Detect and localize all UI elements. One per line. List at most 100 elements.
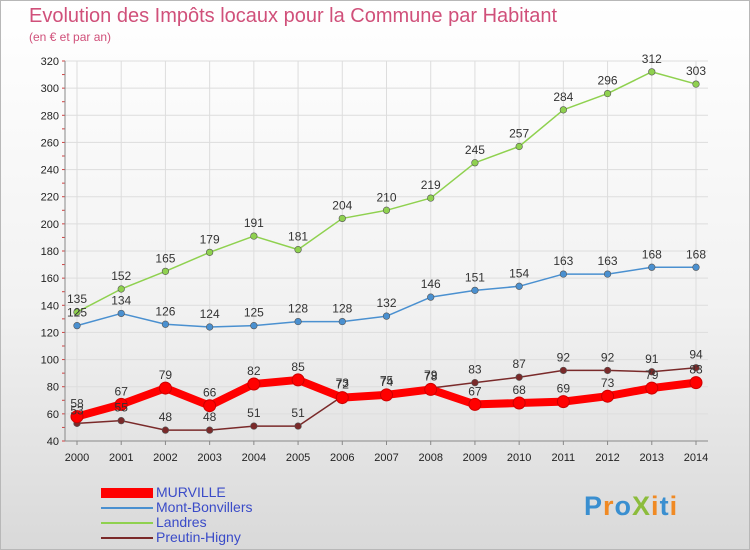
data-label-mont-bonvillers: 125 [67,306,87,320]
data-label-murville: 79 [645,368,659,382]
data-label-mont-bonvillers: 151 [465,270,485,284]
y-tick-label: 160 [41,273,59,285]
data-label-preutin-higny: 94 [689,348,703,362]
data-label-landres: 210 [376,190,396,204]
data-point-landres [161,267,170,275]
data-label-mont-bonvillers: 154 [509,266,529,280]
data-label-preutin-higny: 92 [557,350,571,364]
data-point-landres [382,206,391,214]
data-point-mont-bonvillers [382,312,391,320]
legend-swatch-murville [101,488,153,498]
data-label-preutin-higny: 51 [291,406,305,420]
data-label-landres: 245 [465,143,485,157]
data-point-preutin-higny [692,364,700,372]
data-point-mont-bonvillers [73,322,81,330]
data-point-landres [250,232,258,240]
data-point-landres [427,194,435,202]
data-point-murville [645,381,659,395]
legend-swatch-preutin-higny [101,537,153,539]
proxiti-logo: ProXiti [584,491,679,521]
data-label-landres: 179 [200,232,220,246]
data-label-landres: 191 [244,216,264,230]
data-label-mont-bonvillers: 134 [111,293,131,307]
y-tick-label: 60 [47,409,59,421]
x-tick-label: 2004 [242,452,266,464]
chart-title: Evolution des Impôts locaux pour la Comm… [29,5,558,27]
data-label-landres: 284 [553,90,573,104]
y-tick-label: 240 [41,165,59,177]
data-label-murville: 58 [70,397,84,411]
y-tick-label: 280 [41,110,59,122]
data-point-landres [515,142,523,151]
data-label-mont-bonvillers: 128 [288,302,308,316]
data-label-murville: 73 [601,376,615,390]
data-point-preutin-higny [515,373,523,381]
legend-label-preutin-higny: Preutin-Higny [156,529,241,545]
data-point-murville [70,410,84,424]
data-point-mont-bonvillers [692,263,700,271]
data-label-murville: 74 [380,375,394,389]
data-label-mont-bonvillers: 146 [421,277,441,291]
data-point-murville [114,397,128,411]
data-label-murville: 67 [115,384,129,398]
x-tick-label: 2012 [595,452,619,464]
x-tick-label: 2013 [640,452,664,464]
x-tick-label: 2011 [552,452,576,464]
data-label-landres: 312 [642,52,662,66]
data-label-mont-bonvillers: 168 [642,247,662,261]
data-label-landres: 204 [332,198,352,212]
data-label-landres: 152 [111,269,131,283]
data-label-landres: 219 [421,178,441,192]
data-label-preutin-higny: 48 [159,410,173,424]
data-label-preutin-higny: 83 [468,363,482,377]
y-tick-label: 180 [41,246,59,258]
x-tick-label: 2008 [418,452,442,464]
data-point-murville [556,395,570,409]
data-point-preutin-higny [471,379,479,387]
data-point-mont-bonvillers [117,309,125,318]
data-label-preutin-higny: 91 [645,352,659,366]
data-point-murville [601,389,615,403]
data-point-murville [424,382,438,396]
data-label-mont-bonvillers: 163 [553,254,573,268]
data-label-murville: 72 [336,378,350,392]
data-label-preutin-higny: 87 [512,357,526,371]
y-tick-label: 80 [47,382,59,394]
y-tick-label: 140 [41,300,59,312]
y-tick-label: 320 [41,56,59,68]
data-point-landres [338,214,346,223]
x-tick-label: 2003 [197,452,221,464]
data-point-mont-bonvillers [294,317,302,326]
data-point-preutin-higny [603,366,612,375]
data-label-mont-bonvillers: 163 [598,254,618,268]
data-point-murville [203,399,217,413]
legend-label-landres: Landres [156,514,207,530]
x-tick-label: 2005 [286,452,310,464]
data-point-mont-bonvillers [338,317,346,326]
data-label-preutin-higny: 75 [380,374,394,388]
x-tick-label: 2010 [507,452,531,464]
data-point-murville [335,391,349,405]
y-tick-label: 40 [47,436,59,448]
data-point-landres [603,89,612,98]
data-label-preutin-higny: 55 [115,401,129,415]
data-point-landres [692,80,700,88]
x-tick-label: 2009 [463,452,487,464]
data-label-preutin-higny: 48 [203,410,217,424]
data-label-murville: 66 [203,386,217,400]
data-point-mont-bonvillers [603,270,612,278]
x-tick-label: 2006 [330,452,354,464]
data-label-preutin-higny: 92 [601,350,615,364]
data-label-murville: 67 [468,384,482,398]
data-label-murville: 85 [291,360,305,374]
x-tick-label: 2002 [153,452,177,464]
y-tick-label: 100 [41,355,59,367]
legend-swatch-landres [101,522,153,524]
legend-label-murville: MURVILLE [156,484,226,500]
data-label-preutin-higny: 51 [247,406,261,420]
data-point-landres [73,308,81,316]
data-point-landres [559,106,567,114]
data-point-preutin-higny [206,426,214,434]
data-point-preutin-higny [250,422,258,430]
